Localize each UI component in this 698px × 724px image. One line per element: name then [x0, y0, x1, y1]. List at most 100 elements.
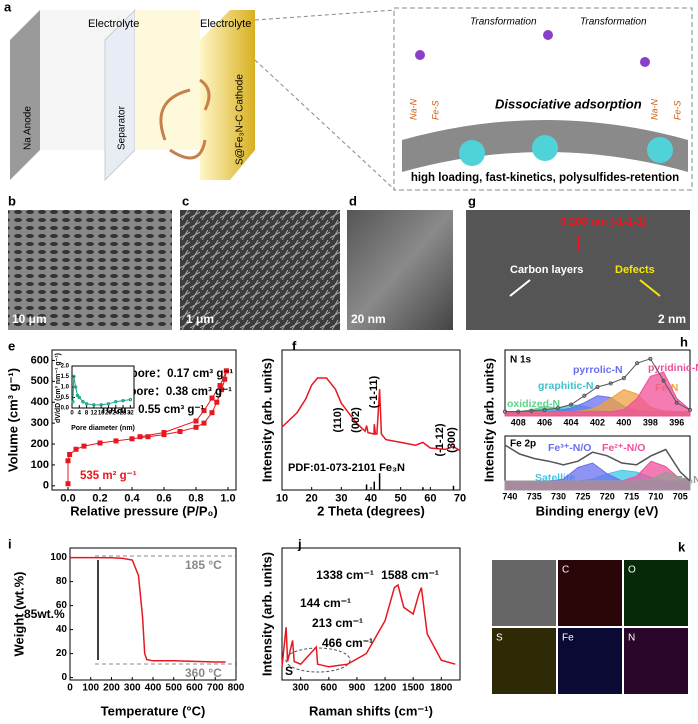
x-tick-label: 400 [145, 683, 162, 694]
fe-s: Fe-S [672, 100, 682, 120]
panel-a: a Na Anode Electrolyte Separator Electro… [4, 0, 693, 191]
x-tick-label: 402 [590, 418, 605, 428]
legend-label: pyridinic-N [648, 362, 698, 374]
na-n: Na-N [649, 98, 659, 120]
o-map [624, 560, 688, 626]
marker [648, 356, 653, 361]
x-tick-label: 28 [120, 410, 127, 416]
marker [201, 408, 207, 414]
data-line [72, 376, 131, 406]
x-tick-label: 200 [103, 683, 120, 694]
marker [121, 398, 125, 403]
x-axis-label: Pore diameter (nm) [71, 425, 135, 432]
zoom-line [254, 59, 396, 191]
map-label: C [562, 565, 569, 576]
x-tick-label: 600 [320, 683, 337, 694]
na-n: Na-N [408, 98, 418, 120]
y-tick-label: 500 [31, 375, 49, 387]
x-tick-label: 735 [527, 492, 542, 502]
annotation: (002) [350, 407, 362, 433]
marker [73, 446, 79, 452]
marker [214, 399, 220, 405]
marker [635, 361, 640, 366]
annotation: N 1s [510, 355, 532, 366]
y-axis-label: Intensity (arb. units) [259, 552, 274, 676]
x-tick-label: 600 [186, 683, 203, 694]
x-tick-label: 4 [78, 410, 82, 416]
x-axis-label: Binding energy (eV) [536, 503, 659, 518]
marker [137, 434, 143, 440]
x-axis-label: Relative pressure (P/P₀) [70, 503, 217, 518]
marker [542, 407, 547, 412]
x-axis-label: Raman shifts (cm⁻¹) [309, 703, 433, 718]
annotation: 144 cm⁻¹ [300, 596, 351, 610]
y-tick-label: 0 [61, 672, 67, 683]
x-tick-label: 800 [228, 683, 245, 694]
annotation: (-1-11) [368, 375, 380, 408]
x-tick-label: 400 [616, 418, 631, 428]
marker [582, 393, 587, 398]
component-area [504, 471, 691, 491]
y-tick-label: 300 [31, 417, 49, 429]
y-tick-label: 0.5 [61, 395, 70, 401]
y-tick-label: 1.5 [61, 374, 70, 380]
legend-label: Fe³⁺-N/O [548, 442, 591, 454]
separator [104, 8, 136, 182]
site [647, 137, 673, 163]
marker [219, 387, 225, 393]
marker [209, 410, 215, 416]
x-tick-label: 500 [165, 683, 182, 694]
legend-label: Fe₃N [676, 474, 698, 486]
x-tick-label: 20 [105, 410, 112, 416]
atom [543, 30, 553, 40]
panel-label: b [8, 193, 16, 208]
marker [529, 408, 534, 413]
panel-label: d [349, 193, 357, 208]
marker [217, 383, 223, 389]
y-tick-label: 0 [43, 480, 49, 492]
panel-label: i [8, 536, 12, 551]
marker [661, 378, 666, 383]
annotation: 535 m² g⁻¹ [80, 470, 137, 482]
electrolyte-label: Electrolyte [88, 18, 139, 30]
panel-label: a [4, 0, 12, 14]
y-tick-label: 1.0 [61, 385, 70, 391]
x-tick-label: 740 [502, 492, 517, 502]
marker [128, 397, 133, 402]
legend-label: Fe²⁺-N/O [602, 442, 645, 454]
x-tick-label: 50 [395, 493, 407, 505]
annotation: 1588 cm⁻¹ [381, 568, 439, 582]
plot-frame [51, 349, 237, 491]
tem-image [347, 210, 453, 330]
y-tick-label: 100 [31, 459, 49, 471]
scale-bar: 1 μm [186, 312, 214, 326]
x-tick-label: 20 [306, 493, 318, 505]
marker [223, 368, 229, 374]
scale-bar: 2 nm [658, 312, 686, 326]
arrow [509, 279, 531, 297]
y-tick-label: 80 [56, 576, 68, 587]
y-axis-label: Intensity (arb. units) [481, 358, 496, 482]
annotation: 466 cm⁻¹ [322, 636, 373, 650]
carbon-label: Carbon layers [510, 264, 583, 276]
component-area [504, 371, 691, 417]
panel-label: g [468, 193, 476, 208]
panel-label: h [680, 334, 688, 349]
x-tick-label: 720 [600, 492, 615, 502]
marker [193, 418, 199, 424]
hrtem-image [466, 210, 690, 330]
annotation: (300) [446, 427, 458, 453]
marker [621, 376, 627, 381]
sem-image [8, 210, 172, 330]
atom [415, 50, 425, 60]
annotation: PDF:01-073-2101 Fe₃N [288, 462, 405, 474]
x-tick-label: 730 [551, 492, 566, 502]
annotation: 85wt.% [24, 607, 65, 621]
x-tick-label: 12 [91, 410, 98, 416]
annotation: 1338 cm⁻¹ [316, 568, 374, 582]
x-tick-label: 700 [207, 683, 224, 694]
x-tick-label: 100 [82, 683, 99, 694]
marker [222, 376, 228, 382]
electrolyte-right-region [135, 10, 200, 150]
legend-label: oxidized-N [507, 398, 560, 410]
